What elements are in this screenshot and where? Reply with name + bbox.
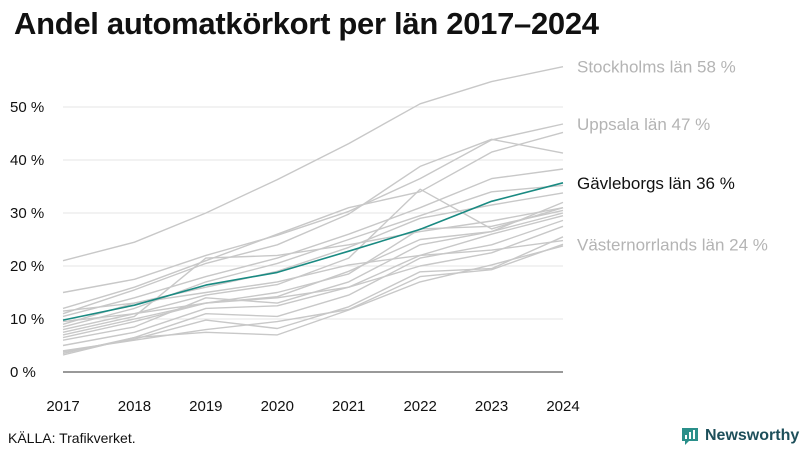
x-tick-label: 2024 bbox=[546, 398, 579, 415]
series-line bbox=[62, 131, 564, 310]
series-line bbox=[62, 184, 564, 328]
series-line bbox=[62, 243, 564, 352]
series-line bbox=[62, 123, 564, 294]
series-line bbox=[62, 219, 564, 355]
series-line bbox=[62, 168, 564, 318]
x-tick-label: 2017 bbox=[46, 398, 79, 415]
gridlines bbox=[63, 106, 563, 320]
source-note: KÄLLA: Trafikverket. bbox=[8, 430, 136, 446]
x-tick-label: 2023 bbox=[475, 398, 508, 415]
series-line bbox=[62, 207, 564, 333]
chart-title: Andel automatkörkort per län 2017–2024 bbox=[14, 6, 599, 41]
newsworthy-logo-icon bbox=[682, 428, 698, 445]
series-line bbox=[62, 209, 564, 336]
y-tick-label: 30 % bbox=[10, 205, 44, 222]
x-tick-label: 2018 bbox=[118, 398, 151, 415]
series-labels: Stockholms län 58 % Uppsala län 47 % Gävle… bbox=[577, 58, 768, 255]
y-tick-label: 10 % bbox=[10, 311, 44, 328]
series-line bbox=[62, 192, 564, 325]
brand-logo: Newsworthy bbox=[680, 426, 799, 446]
brand-name: Newsworthy bbox=[705, 427, 800, 444]
series-line bbox=[62, 245, 564, 356]
x-tick-label: 2019 bbox=[189, 398, 222, 415]
series-line bbox=[62, 236, 564, 353]
y-tick-label: 20 % bbox=[10, 258, 44, 275]
y-tick-label: 0 % bbox=[10, 364, 36, 381]
highlight-series-line bbox=[62, 182, 564, 321]
y-tick-label: 50 % bbox=[10, 99, 44, 116]
x-tick-label: 2020 bbox=[261, 398, 294, 415]
series-line bbox=[62, 66, 564, 262]
background-series bbox=[62, 66, 564, 356]
x-tick-label: 2021 bbox=[332, 398, 365, 415]
highlighted-series bbox=[62, 182, 564, 321]
x-tick-label: 2022 bbox=[403, 398, 436, 415]
series-end-label: Stockholms län 58 % bbox=[577, 58, 736, 77]
y-axis: 0 % 10 % 20 % 30 % 40 % 50 % bbox=[10, 99, 563, 381]
series-end-label: Uppsala län 47 % bbox=[577, 115, 710, 134]
series-line bbox=[62, 225, 564, 323]
series-end-label: Gävleborgs län 36 % bbox=[577, 174, 735, 193]
series-end-label: Västernorrlands län 24 % bbox=[577, 235, 768, 254]
y-tick-label: 40 % bbox=[10, 152, 44, 169]
series-line bbox=[62, 201, 564, 339]
series-line bbox=[62, 215, 564, 347]
series-line bbox=[62, 138, 564, 315]
x-axis: 2017 2018 2019 2020 2021 2022 2023 2024 bbox=[46, 398, 579, 415]
